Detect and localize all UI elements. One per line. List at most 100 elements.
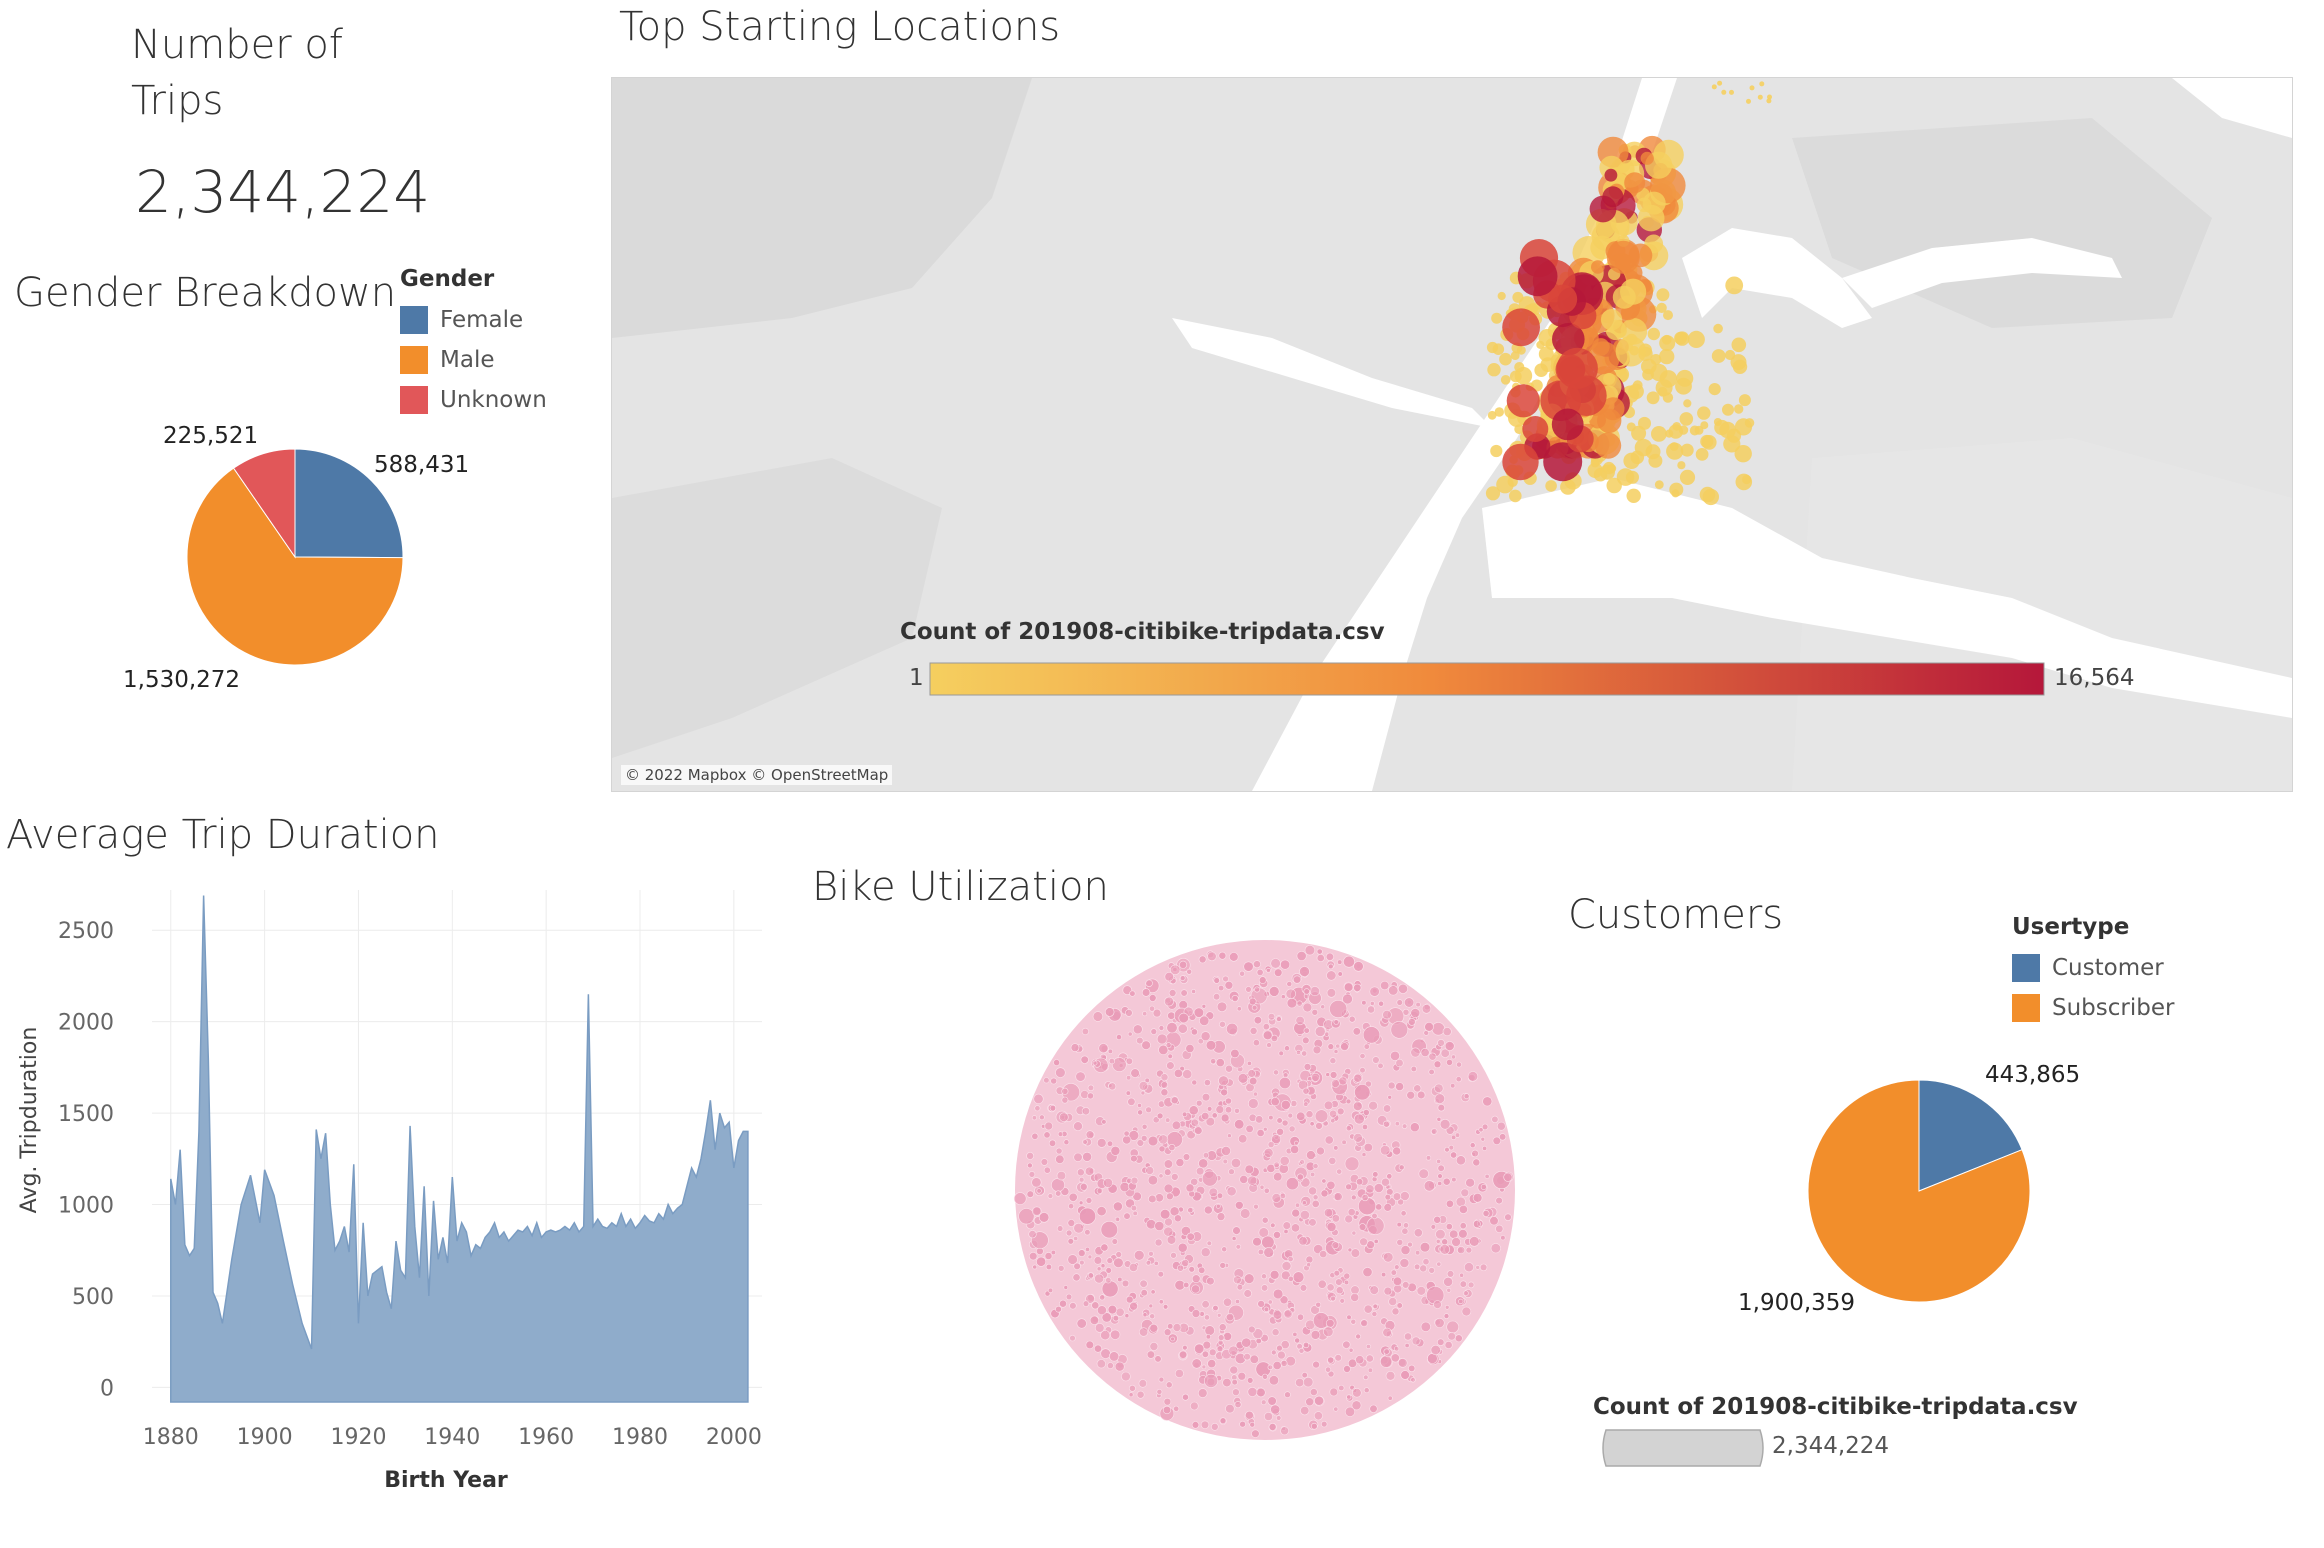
bike-bubble[interactable] [1055,1190,1062,1197]
bike-bubble[interactable] [1380,1355,1393,1368]
bike-bubble[interactable] [1296,1000,1303,1007]
bike-bubble[interactable] [1050,1249,1057,1256]
bike-bubble[interactable] [1363,1387,1370,1394]
bike-bubble[interactable] [1389,1050,1400,1061]
bike-bubble[interactable] [1353,1073,1363,1083]
bike-bubble[interactable] [1208,1187,1219,1197]
bike-bubble[interactable] [1032,1264,1038,1270]
bike-bubble[interactable] [1171,1173,1179,1181]
station-point[interactable] [1746,98,1751,104]
bike-bubble[interactable] [1262,1373,1268,1380]
bike-bubble[interactable] [1386,1173,1393,1180]
bike-bubble[interactable] [1087,1254,1093,1260]
bike-bubble[interactable] [1092,1060,1098,1066]
station-point[interactable] [1757,94,1763,100]
bike-bubble[interactable] [1270,1404,1281,1415]
bike-bubble[interactable] [1105,1277,1112,1284]
bike-bubble[interactable] [1201,1093,1211,1102]
bike-bubble[interactable] [1383,1286,1393,1296]
bike-bubble[interactable] [1312,1163,1319,1169]
bike-bubble[interactable] [1206,1240,1213,1246]
bike-bubble[interactable] [1179,1350,1188,1359]
bike-bubble[interactable] [1311,1072,1320,1082]
bike-bubble[interactable] [1284,1391,1291,1399]
bike-bubble[interactable] [1469,1236,1480,1247]
bike-bubble[interactable] [1121,1279,1130,1288]
station-point[interactable] [1624,172,1646,194]
bike-bubble[interactable] [1278,1077,1291,1090]
bike-bubble[interactable] [1123,1130,1130,1137]
bike-bubble[interactable] [1272,1310,1283,1320]
bike-bubble[interactable] [1142,1011,1148,1017]
bike-bubble[interactable] [1141,1123,1148,1130]
bike-bubble[interactable] [1355,1355,1365,1365]
bike-bubble[interactable] [1206,1106,1213,1112]
bike-bubble[interactable] [1129,990,1136,997]
station-point[interactable] [1742,474,1752,485]
bike-bubble[interactable] [1428,1267,1436,1274]
bike-bubble[interactable] [1394,1346,1400,1352]
bike-bubble[interactable] [1387,1081,1396,1090]
bike-bubble[interactable] [1191,1358,1202,1369]
bike-bubble[interactable] [1107,1048,1113,1054]
bike-bubble[interactable] [1034,1105,1041,1112]
slice-unknown[interactable] [232,448,296,559]
bike-bubble[interactable] [1073,1262,1081,1270]
bike-bubble[interactable] [1115,1307,1125,1317]
bike-bubble[interactable] [1347,1208,1356,1217]
bike-bubble[interactable] [1182,1393,1189,1401]
bike-bubble[interactable] [1467,1071,1479,1082]
bike-bubble[interactable] [1291,1208,1301,1218]
gender-pie-chart[interactable] [140,420,450,730]
bike-bubble[interactable] [1130,1154,1138,1163]
bike-bubble[interactable] [1273,1069,1279,1076]
bike-bubble[interactable] [1317,1279,1327,1289]
bike-bubble[interactable] [1205,1117,1216,1127]
station-point[interactable] [1725,276,1744,295]
bike-bubble[interactable] [1278,1050,1284,1057]
bike-bubble[interactable] [1085,1130,1095,1139]
bike-bubble[interactable] [1333,1049,1339,1054]
bike-bubble[interactable] [1216,1212,1226,1221]
bike-bubble[interactable] [1419,1264,1428,1273]
bike-bubble[interactable] [1304,945,1316,956]
bike-bubble[interactable] [1326,1283,1335,1292]
bike-bubble[interactable] [1194,1126,1203,1135]
legend-item-male[interactable]: Male [400,340,547,380]
bike-bubble[interactable] [1413,1228,1423,1238]
bike-bubble[interactable] [1344,1214,1354,1224]
bike-bubble[interactable] [1057,1264,1065,1272]
bike-bubble[interactable] [1315,1122,1323,1130]
bike-bubble[interactable] [1231,1379,1238,1386]
bike-bubble[interactable] [1403,1332,1412,1341]
bike-bubble[interactable] [1195,1167,1205,1176]
bike-bubble[interactable] [1173,1405,1180,1412]
bike-bubble[interactable] [1055,1067,1066,1078]
bike-bubble[interactable] [1076,1318,1087,1329]
bike-bubble[interactable] [1106,1140,1114,1147]
bike-bubble[interactable] [1073,1222,1084,1234]
bike-bubble[interactable] [1257,1300,1265,1308]
bike-bubble[interactable] [1436,1116,1442,1122]
bike-bubble[interactable] [1216,1345,1224,1353]
bike-bubble[interactable] [1489,1216,1499,1226]
bike-bubble[interactable] [1068,1192,1078,1202]
bike-bubble[interactable] [1299,966,1310,977]
bike-bubble[interactable] [1167,1323,1174,1330]
bike-bubble[interactable] [1310,1330,1321,1340]
bike-bubble[interactable] [1100,1263,1106,1269]
bike-bubble[interactable] [1206,1276,1215,1286]
bike-bubble[interactable] [1323,1208,1334,1218]
bike-bubble[interactable] [1163,1397,1172,1406]
bike-bubble[interactable] [1139,1327,1149,1337]
bike-bubble[interactable] [1078,1176,1085,1183]
bike-bubble[interactable] [1248,997,1257,1006]
bike-bubble[interactable] [1360,1319,1369,1328]
bike-bubble[interactable] [1361,1000,1367,1006]
bike-bubble[interactable] [1401,1227,1409,1235]
bike-bubble[interactable] [1087,1084,1095,1092]
bike-bubble[interactable] [1267,1396,1277,1406]
bike-bubble[interactable] [1137,1109,1143,1116]
bike-bubble[interactable] [1013,1192,1027,1205]
bike-bubble[interactable] [1459,1280,1467,1288]
